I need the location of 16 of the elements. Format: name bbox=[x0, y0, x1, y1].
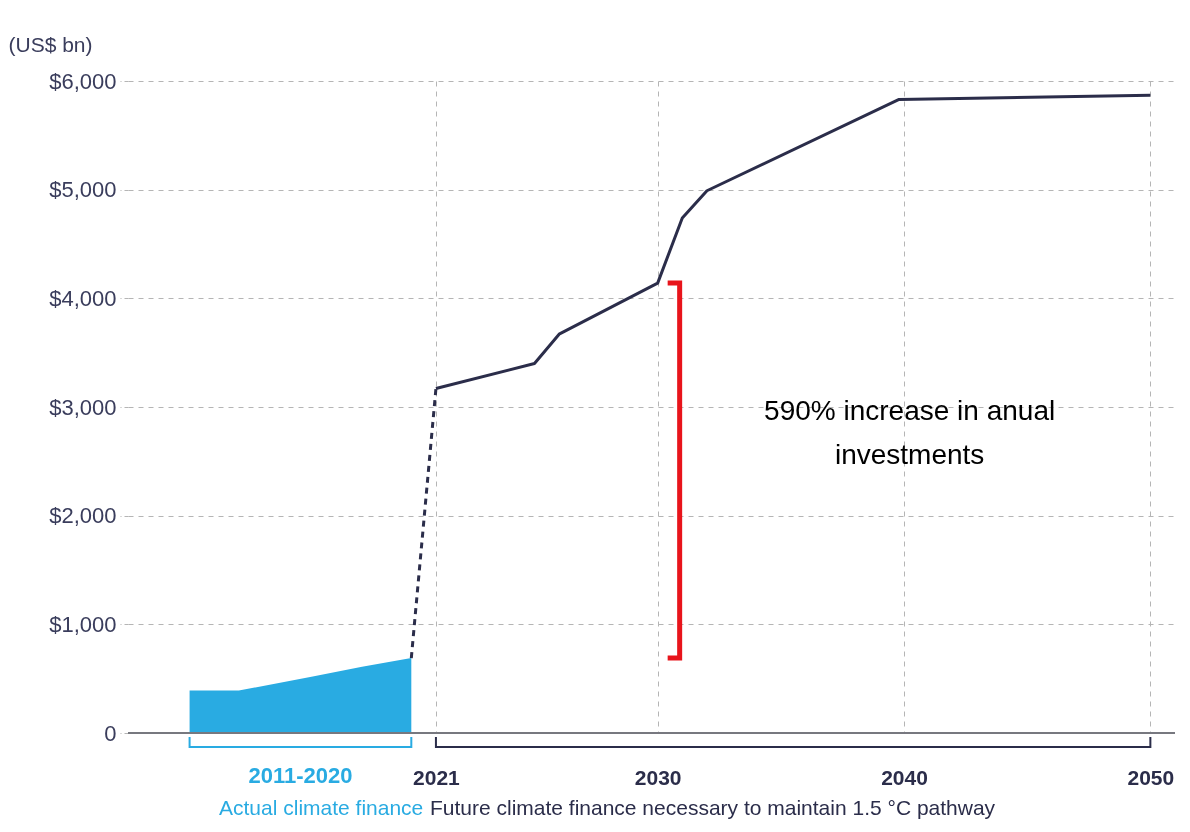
y-tick-label: $1,000 bbox=[49, 611, 117, 637]
annotation: 590% increase in anual investments bbox=[763, 393, 1057, 472]
y-axis-title: (US$ bn) bbox=[8, 32, 93, 56]
x-tick-label: 2050 bbox=[1127, 765, 1175, 789]
text: Future climate finance necessary to maintain 1.5 °C pathway bbox=[429, 796, 996, 820]
y-tick-label: 0 bbox=[104, 720, 117, 746]
x-tick-label: 2040 bbox=[881, 765, 928, 789]
x-tick-label: 2021 bbox=[413, 765, 461, 789]
y-tick-label: $2,000 bbox=[49, 503, 117, 529]
y-tick-label: $6,000 bbox=[49, 68, 117, 94]
text: Actual climate finance bbox=[219, 796, 424, 820]
y-tick-label: $3,000 bbox=[49, 394, 117, 420]
y-tick-label: $5,000 bbox=[49, 177, 117, 203]
x-tick-label: 2030 bbox=[634, 765, 682, 789]
y-tick-label: $4,000 bbox=[49, 285, 117, 311]
text: 2011-2020 bbox=[247, 763, 354, 789]
